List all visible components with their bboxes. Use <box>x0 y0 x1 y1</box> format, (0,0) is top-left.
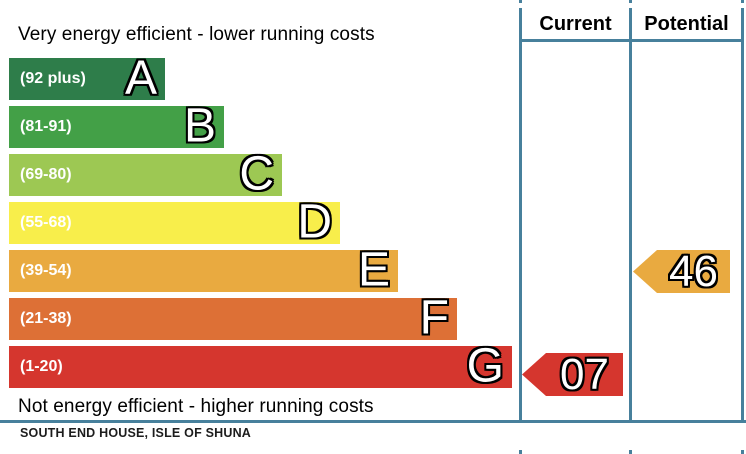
band-letter: C <box>239 147 274 201</box>
current-rating-arrow: 07 <box>522 353 623 396</box>
table-header-underline <box>519 39 744 42</box>
table-line-stub <box>519 450 522 454</box>
table-line-stub <box>629 450 632 454</box>
band-letter: B <box>183 99 216 153</box>
potential-rating-arrow: 46 <box>633 250 730 293</box>
band-row-d: (55-68) D <box>9 195 340 249</box>
table-line-stub <box>629 0 632 3</box>
table-bottom-line <box>0 420 746 423</box>
band-letter: A <box>124 51 157 105</box>
band-row-b: (81-91) B <box>9 99 224 153</box>
current-column-header: Current <box>539 13 612 35</box>
top-caption: Very energy efficient - lower running co… <box>18 24 375 45</box>
band-range-label: (92 plus) <box>20 70 86 87</box>
property-address: SOUTH END HOUSE, ISLE OF SHUNA <box>20 426 252 440</box>
potential-rating-value: 46 <box>669 246 718 296</box>
table-vertical-line-right <box>741 8 744 423</box>
table-line-stub <box>741 450 744 454</box>
band-letter: F <box>419 291 449 345</box>
table-line-stub <box>519 0 522 3</box>
band-range-label: (81-91) <box>20 118 72 135</box>
band-row-e: (39-54) E <box>9 243 398 297</box>
current-rating-value: 07 <box>560 349 609 399</box>
band-row-f: (21-38) F <box>9 291 457 345</box>
table-line-stub <box>741 0 744 3</box>
band-range-label: (1-20) <box>20 358 63 375</box>
band-letter: D <box>297 195 332 249</box>
band-letter: E <box>357 243 390 297</box>
band-row-c: (69-80) C <box>9 147 282 201</box>
band-range-label: (69-80) <box>20 166 72 183</box>
band-range-label: (21-38) <box>20 310 72 327</box>
band-row-g: (1-20) G <box>9 339 512 393</box>
bottom-caption: Not energy efficient - higher running co… <box>18 396 374 417</box>
table-vertical-line-left <box>519 8 522 423</box>
table-vertical-line-middle <box>629 8 632 423</box>
band-letter: G <box>466 339 504 393</box>
band-row-a: (92 plus) A <box>9 51 165 105</box>
band-range-label: (39-54) <box>20 262 72 279</box>
band-range-label: (55-68) <box>20 214 72 231</box>
potential-column-header: Potential <box>644 13 729 35</box>
